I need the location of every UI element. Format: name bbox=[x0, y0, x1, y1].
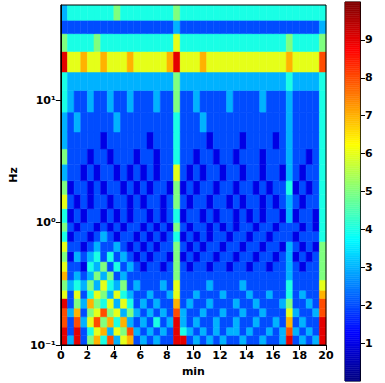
svg-text:0: 0 bbox=[57, 349, 65, 362]
svg-text:8: 8 bbox=[163, 349, 171, 362]
svg-text:9: 9 bbox=[365, 33, 373, 46]
svg-text:2: 2 bbox=[84, 349, 92, 362]
svg-text:6: 6 bbox=[137, 349, 145, 362]
svg-text:10: 10 bbox=[186, 349, 202, 362]
svg-text:4: 4 bbox=[110, 349, 118, 362]
svg-text:4: 4 bbox=[365, 223, 373, 236]
svg-text:6: 6 bbox=[365, 147, 373, 160]
svg-text:min: min bbox=[182, 365, 205, 378]
svg-text:Hz: Hz bbox=[7, 167, 20, 183]
svg-text:8: 8 bbox=[365, 71, 373, 84]
svg-text:18: 18 bbox=[292, 349, 307, 362]
svg-text:12: 12 bbox=[212, 349, 227, 362]
svg-text:10⁻¹: 10⁻¹ bbox=[30, 339, 56, 352]
svg-text:3: 3 bbox=[365, 261, 373, 274]
svg-text:14: 14 bbox=[239, 349, 255, 362]
svg-text:1: 1 bbox=[365, 337, 373, 350]
svg-text:5: 5 bbox=[365, 185, 373, 198]
svg-text:16: 16 bbox=[265, 349, 281, 362]
svg-text:10¹: 10¹ bbox=[36, 94, 56, 107]
svg-text:10⁰: 10⁰ bbox=[36, 216, 56, 229]
svg-text:20: 20 bbox=[318, 349, 334, 362]
svg-text:2: 2 bbox=[365, 299, 373, 312]
svg-text:7: 7 bbox=[365, 109, 373, 122]
